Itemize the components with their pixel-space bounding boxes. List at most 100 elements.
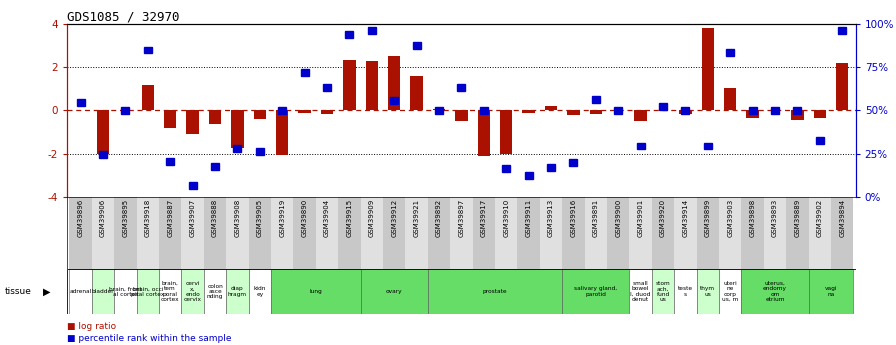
Text: GSM39914: GSM39914 [683,199,688,237]
Text: GSM39900: GSM39900 [616,199,621,237]
Text: small
bowel
I, duod
denut: small bowel I, duod denut [631,281,650,302]
Bar [746,110,759,118]
Text: ovary: ovary [386,289,402,294]
Bar [539,197,563,269]
Bar [563,269,629,314]
Bar [278,107,286,114]
Bar [209,110,221,125]
Bar [338,197,360,269]
Text: ▶: ▶ [43,287,50,296]
Bar [681,107,689,114]
Text: cervi
x,
endo
cervix: cervi x, endo cervix [184,281,202,302]
Bar [321,110,333,114]
Text: uterus,
endomy
om
etrium: uterus, endomy om etrium [763,281,787,302]
Bar [590,110,602,114]
Bar [164,110,177,128]
Bar [674,197,696,269]
Text: thym
us: thym us [701,286,715,297]
Text: GSM39915: GSM39915 [347,199,352,237]
Bar [360,269,427,314]
Text: tissue: tissue [4,287,31,296]
Bar [815,137,823,144]
Text: GDS1085 / 32970: GDS1085 / 32970 [67,10,180,23]
Bar [455,110,468,121]
Text: vagi
na: vagi na [825,286,837,297]
Bar [435,107,443,114]
Bar [256,148,263,155]
Text: GSM39895: GSM39895 [123,199,128,237]
Bar [674,269,696,314]
Text: colon
asce
nding: colon asce nding [207,284,223,299]
Bar [651,197,674,269]
Bar [478,110,490,156]
Text: GSM39896: GSM39896 [78,199,83,237]
Bar [522,110,535,113]
Bar [748,107,756,114]
Bar [831,197,853,269]
Text: GSM39921: GSM39921 [414,199,419,237]
Bar [786,197,808,269]
Text: stom
ach,
fund
us: stom ach, fund us [656,281,670,302]
Bar [114,197,136,269]
Text: GSM39905: GSM39905 [257,199,263,237]
Bar [233,145,242,151]
Bar [524,172,532,179]
Bar [323,84,331,91]
Text: GSM39890: GSM39890 [302,199,307,237]
Text: GSM39897: GSM39897 [459,199,464,237]
Bar [388,57,401,110]
Bar [159,197,181,269]
Text: GSM39907: GSM39907 [190,199,195,237]
Bar [473,197,495,269]
Text: GSM39917: GSM39917 [481,199,487,237]
Bar [181,197,203,269]
Text: GSM39906: GSM39906 [100,199,106,237]
Text: GSM39903: GSM39903 [728,199,733,237]
Bar [500,110,513,154]
Bar [567,110,580,115]
Bar [136,197,159,269]
Bar [114,269,136,314]
Bar [366,61,378,110]
Bar [814,110,826,118]
Text: uteri
ne
corp
us, m: uteri ne corp us, m [722,281,738,302]
Bar [704,142,711,149]
Bar [276,110,289,155]
Bar [457,84,465,91]
Text: GSM39912: GSM39912 [392,199,397,237]
Bar [271,197,293,269]
Text: prostate: prostate [483,289,507,294]
Bar [547,164,555,171]
Bar [697,197,719,269]
Bar [211,163,219,170]
Bar [591,96,599,103]
Text: bladder: bladder [91,289,115,294]
Text: GSM39920: GSM39920 [660,199,666,237]
Text: lung: lung [309,289,323,294]
Bar [315,197,338,269]
Text: GSM39898: GSM39898 [750,199,755,237]
Bar [517,197,539,269]
Bar [248,269,271,314]
Bar [808,269,853,314]
Text: GSM39918: GSM39918 [145,199,151,237]
Bar [659,103,667,110]
Bar [502,165,510,172]
Text: GSM39909: GSM39909 [369,199,375,237]
Bar [480,107,487,114]
Bar [791,110,804,120]
Text: teste
s: teste s [678,286,693,297]
Bar [741,197,763,269]
Bar [741,269,808,314]
Text: GSM39899: GSM39899 [705,199,711,237]
Bar [563,197,584,269]
Bar [226,269,249,314]
Text: GSM39894: GSM39894 [840,199,845,237]
Text: GSM39901: GSM39901 [638,199,643,237]
Bar [545,106,557,110]
Bar [427,269,563,314]
Text: ■ percentile rank within the sample: ■ percentile rank within the sample [67,334,232,343]
Bar [121,107,129,114]
Bar [570,159,577,166]
Bar [724,88,737,110]
